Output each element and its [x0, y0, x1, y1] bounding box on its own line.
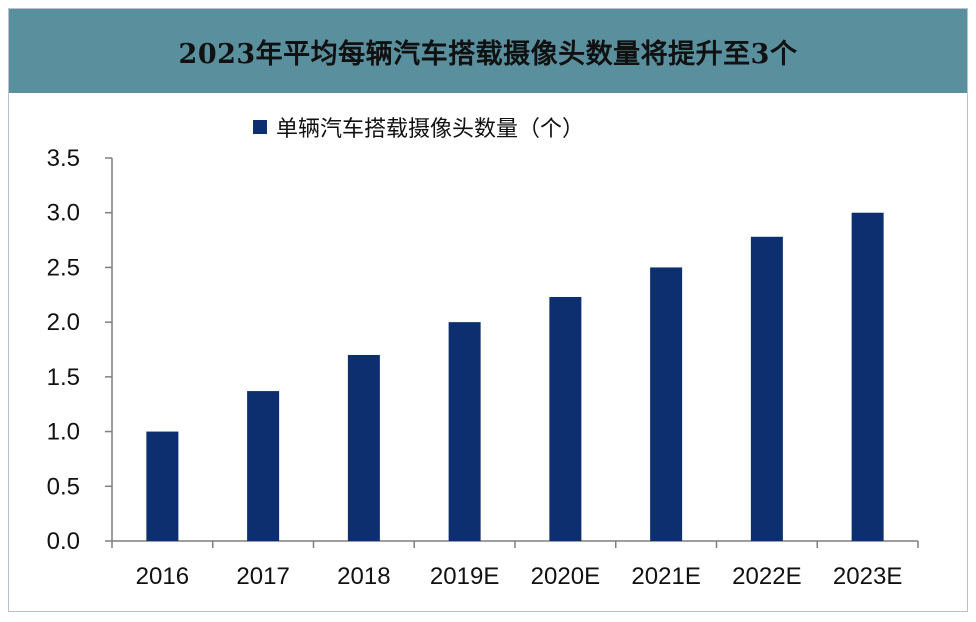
bar-2019E — [448, 322, 481, 541]
y-tick-label: 3.0 — [47, 200, 80, 227]
x-tick-label: 2021E — [631, 563, 700, 590]
y-tick-label: 3.5 — [47, 145, 80, 172]
x-tick-label: 2020E — [531, 563, 600, 590]
bar-2018 — [347, 354, 380, 541]
bar-2022E — [750, 236, 783, 541]
x-tick-label: 2016 — [136, 563, 189, 590]
x-axis-ticks: 2016 2017 2018 2019E 2020E 2021E 2022E 2023E — [111, 541, 919, 590]
bar-2020E — [549, 296, 582, 541]
bar-2017 — [247, 391, 280, 541]
x-tick-label: 2019E — [430, 563, 499, 590]
x-tick-label: 2018 — [337, 563, 390, 590]
y-tick-label: 2.5 — [47, 254, 80, 281]
y-tick-label: 1.5 — [47, 364, 80, 391]
bar-2016 — [146, 431, 179, 541]
y-axis-ticks: 0.0 0.5 1.0 1.5 2.0 2.5 3.0 3.5 — [47, 145, 112, 555]
axes — [111, 158, 918, 542]
bar-2021E — [650, 267, 683, 541]
x-tick-label: 2017 — [236, 563, 289, 590]
legend-swatch — [253, 120, 267, 134]
x-tick-label: 2022E — [732, 563, 801, 590]
x-tick-label: 2023E — [833, 563, 902, 590]
legend: 单辆汽车搭载摄像头数量（个） — [253, 117, 584, 142]
y-tick-label: 0.5 — [47, 473, 80, 500]
y-tick-label: 0.0 — [47, 528, 80, 555]
title-band: 2023年平均每辆汽车搭载摄像头数量将提升至3个 — [9, 9, 967, 93]
bars — [146, 212, 884, 541]
chart-title: 2023年平均每辆汽车搭载摄像头数量将提升至3个 — [178, 38, 798, 70]
y-tick-label: 1.0 — [47, 419, 80, 446]
legend-label: 单辆汽车搭载摄像头数量（个） — [276, 117, 584, 142]
y-tick-label: 2.0 — [47, 309, 80, 336]
bar-2023E — [851, 212, 884, 541]
